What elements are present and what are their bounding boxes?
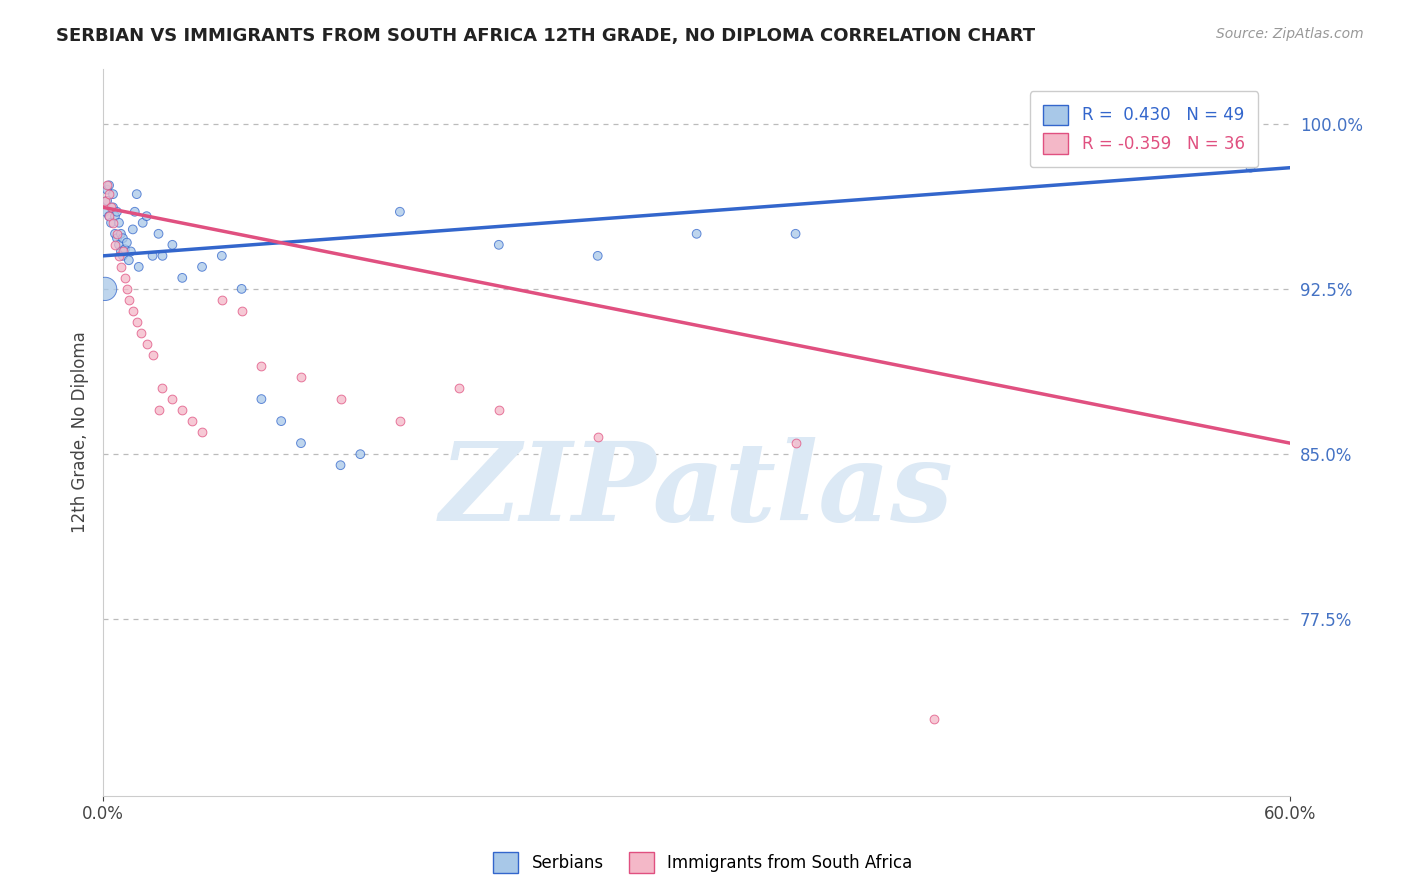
Point <box>231 282 253 296</box>
Point <box>172 271 194 285</box>
Point <box>290 436 312 450</box>
Point <box>121 222 143 236</box>
Point <box>105 231 128 245</box>
Point <box>101 200 124 214</box>
Point <box>685 227 707 241</box>
Point <box>128 260 150 274</box>
Point <box>100 216 122 230</box>
Point <box>488 237 510 252</box>
Point <box>94 194 117 208</box>
Point <box>135 337 157 351</box>
Text: SERBIAN VS IMMIGRANTS FROM SOUTH AFRICA 12TH GRADE, NO DIPLOMA CORRELATION CHART: SERBIAN VS IMMIGRANTS FROM SOUTH AFRICA … <box>56 27 1035 45</box>
Point <box>191 260 214 274</box>
Point <box>114 271 136 285</box>
Point <box>449 381 471 395</box>
Point <box>162 392 184 406</box>
Point <box>162 237 184 252</box>
Point <box>98 209 121 223</box>
Point <box>108 216 131 230</box>
Point <box>785 436 807 450</box>
Point <box>124 204 146 219</box>
Point <box>111 244 134 259</box>
Point <box>922 712 945 726</box>
Point <box>785 227 807 241</box>
Point <box>388 204 411 219</box>
Point <box>115 282 138 296</box>
Point <box>96 178 118 193</box>
Point <box>98 178 121 193</box>
Point <box>290 370 312 384</box>
Point <box>125 187 148 202</box>
Point <box>104 209 127 223</box>
Point <box>250 392 273 406</box>
Point <box>152 381 174 395</box>
Point <box>231 304 253 318</box>
Point <box>110 227 132 241</box>
Y-axis label: 12th Grade, No Diploma: 12th Grade, No Diploma <box>72 331 89 533</box>
Point <box>1121 150 1143 164</box>
Point <box>114 242 136 256</box>
Point <box>349 447 371 461</box>
Point <box>110 244 132 259</box>
Point <box>148 403 170 417</box>
Point <box>94 204 117 219</box>
Point <box>211 293 233 307</box>
Point <box>488 403 510 417</box>
Point <box>172 403 194 417</box>
Point <box>135 209 157 223</box>
Point <box>125 315 148 329</box>
Point <box>100 200 122 214</box>
Point <box>120 244 142 259</box>
Point <box>181 414 204 428</box>
Point <box>104 237 127 252</box>
Point <box>148 227 170 241</box>
Point <box>250 359 273 373</box>
Point <box>329 458 352 473</box>
Point <box>101 216 124 230</box>
Point <box>118 253 141 268</box>
Point <box>142 348 165 362</box>
Point <box>111 249 134 263</box>
Text: ZIPatlas: ZIPatlas <box>440 436 953 544</box>
Point <box>115 235 138 250</box>
Point <box>118 293 141 307</box>
Point <box>191 425 214 439</box>
Point <box>1239 161 1261 175</box>
Point <box>105 204 128 219</box>
Point <box>586 249 609 263</box>
Point <box>98 187 121 202</box>
Point <box>94 282 117 296</box>
Legend: R =  0.430   N = 49, R = -0.359   N = 36: R = 0.430 N = 49, R = -0.359 N = 36 <box>1031 91 1258 167</box>
Point <box>329 392 352 406</box>
Point <box>108 237 131 252</box>
Point <box>96 194 118 208</box>
Point <box>121 304 143 318</box>
Point <box>98 209 121 223</box>
Point <box>142 249 165 263</box>
Point <box>110 260 132 274</box>
Point <box>131 216 153 230</box>
Point <box>104 227 127 241</box>
Point <box>101 187 124 202</box>
Point <box>388 414 411 428</box>
Point <box>111 231 134 245</box>
Point <box>108 249 131 263</box>
Point <box>211 249 233 263</box>
Point <box>586 429 609 443</box>
Point <box>96 183 118 197</box>
Legend: Serbians, Immigrants from South Africa: Serbians, Immigrants from South Africa <box>486 846 920 880</box>
Point <box>270 414 292 428</box>
Text: Source: ZipAtlas.com: Source: ZipAtlas.com <box>1216 27 1364 41</box>
Point <box>152 249 174 263</box>
Point <box>105 227 128 241</box>
Point <box>129 326 152 340</box>
